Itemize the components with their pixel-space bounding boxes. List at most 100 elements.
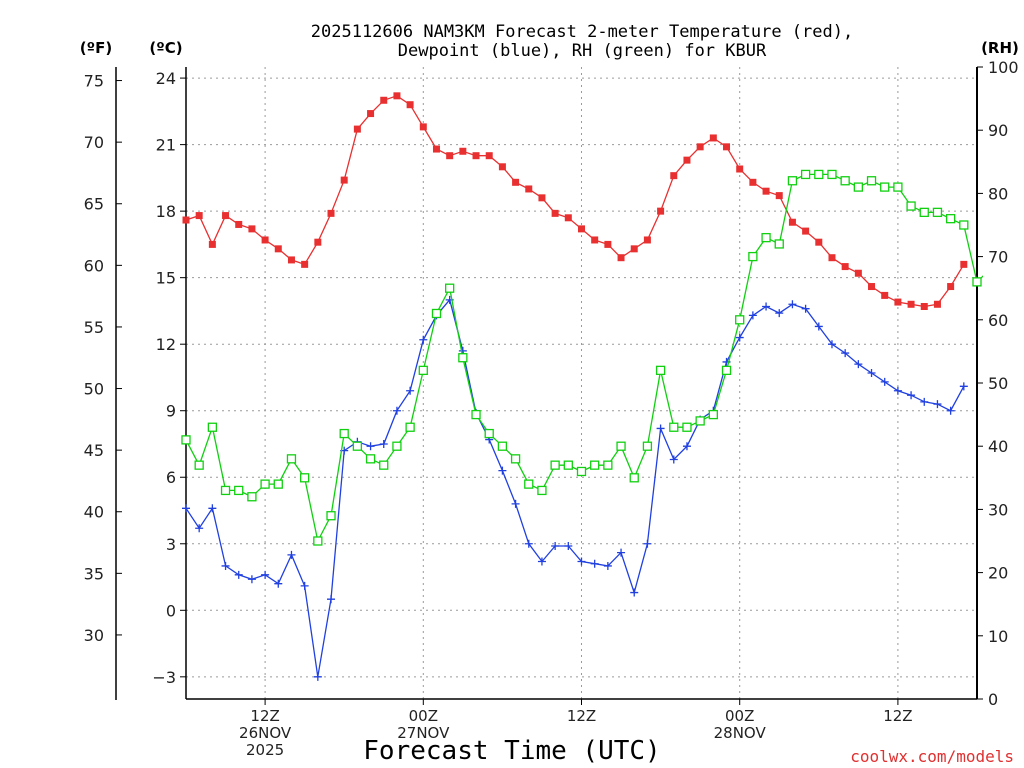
temperature-point xyxy=(248,225,256,233)
dewpoint-point xyxy=(392,406,401,415)
temperature-point xyxy=(828,254,836,262)
celsius-tick-label: 12 xyxy=(156,335,176,354)
temperature-point xyxy=(235,220,243,228)
temperature-point xyxy=(894,298,902,306)
dewpoint-point xyxy=(498,466,507,475)
rh-point xyxy=(787,176,798,186)
dewpoint-point xyxy=(959,382,968,391)
x-tick-label: 12Z xyxy=(567,707,596,725)
rh-tick-label: 70 xyxy=(988,248,1008,267)
rh-point xyxy=(207,422,218,432)
temperature-point xyxy=(485,152,493,160)
dewpoint-point xyxy=(313,672,322,681)
fahrenheit-tick-label: 70 xyxy=(84,133,104,152)
temperature-point xyxy=(683,156,691,164)
rh-point xyxy=(352,441,363,451)
rh-point xyxy=(603,460,613,470)
rh-unit-label: (RH) xyxy=(981,39,1019,57)
temperature-point xyxy=(195,212,203,220)
rh-point xyxy=(695,416,705,426)
celsius-tick-label: 21 xyxy=(156,136,176,155)
chart-title-line1: 2025112606 NAM3KM Forecast 2-meter Tempe… xyxy=(311,22,853,42)
temperature-point xyxy=(736,165,744,173)
temperature-point xyxy=(854,269,862,277)
rh-point xyxy=(563,460,573,470)
rh-tick-label: 90 xyxy=(988,121,1008,140)
dewpoint-point xyxy=(564,541,573,550)
dewpoint-point xyxy=(748,311,757,320)
watermark-text: coolwx.com/models xyxy=(850,747,1014,766)
temperature-point xyxy=(578,225,585,233)
grid-layer xyxy=(186,67,977,699)
dewpoint-point xyxy=(590,559,599,568)
x-tick-label: 00Z xyxy=(725,707,754,725)
rh-point xyxy=(880,182,890,192)
temperature-point xyxy=(446,152,454,160)
fahrenheit-tick-label: 65 xyxy=(84,195,104,214)
fahrenheit-tick-label: 60 xyxy=(84,256,104,275)
dewpoint-point xyxy=(893,386,902,395)
rh-point xyxy=(945,214,956,224)
temperature-point xyxy=(512,178,520,186)
temperature-point xyxy=(208,240,216,248)
temperature-point xyxy=(538,194,546,202)
rh-tick-label: 40 xyxy=(988,437,1008,456)
rh-point xyxy=(708,409,718,420)
dewpoint-point xyxy=(300,581,309,590)
x-tick-label: 12Z xyxy=(883,707,912,725)
dewpoint-point xyxy=(274,579,283,588)
dewpoint-point xyxy=(735,333,744,342)
rh-point xyxy=(629,473,639,483)
temperature-point xyxy=(367,110,375,118)
temperature-point xyxy=(393,92,401,100)
dewpoint-point xyxy=(195,524,204,533)
dewpoint-point xyxy=(867,369,876,378)
rh-point xyxy=(669,422,679,432)
dewpoint-point xyxy=(406,386,415,395)
temperature-point xyxy=(920,302,928,310)
rh-point xyxy=(721,365,732,376)
dewpoint-point xyxy=(577,557,586,566)
rh-point xyxy=(299,473,310,483)
x-tick-label: 28NOV xyxy=(714,724,767,742)
temperature-point xyxy=(564,214,572,222)
rh-tick-label: 30 xyxy=(988,500,1008,519)
dewpoint-point xyxy=(801,304,810,313)
dewpoint-point xyxy=(775,309,784,318)
dewpoint-point xyxy=(366,442,375,451)
dewpoint-point xyxy=(814,322,823,331)
fahrenheit-tick-label: 50 xyxy=(84,380,104,399)
dewpoint-point xyxy=(379,439,388,448)
rh-tick-label: 0 xyxy=(988,690,998,709)
temperature-point xyxy=(709,134,717,142)
dewpoint-point xyxy=(841,349,850,358)
dewpoint-point xyxy=(287,550,296,559)
temperature-point xyxy=(947,283,955,291)
temperature-point xyxy=(617,254,625,262)
temperature-point xyxy=(723,143,731,151)
rh-point xyxy=(761,232,771,243)
rh-point xyxy=(800,169,811,180)
rh-point xyxy=(655,365,666,376)
temperature-point xyxy=(274,245,282,253)
celsius-tick-label: 3 xyxy=(166,535,176,554)
rh-point xyxy=(379,460,389,470)
rh-point xyxy=(814,169,824,180)
rh-point xyxy=(919,207,929,218)
temperature-point xyxy=(881,291,889,299)
rh-point xyxy=(590,460,600,470)
temperature-point xyxy=(432,145,440,153)
dewpoint-point xyxy=(854,360,863,369)
rh-point xyxy=(471,409,481,420)
rh-tick-label: 50 xyxy=(988,374,1008,393)
rh-point xyxy=(893,182,903,192)
dewpoint-point xyxy=(419,335,428,344)
rh-point xyxy=(247,492,257,502)
x-tick-label: 2025 xyxy=(246,741,284,759)
rh-point xyxy=(445,283,455,293)
rh-point xyxy=(682,422,692,432)
rh-point xyxy=(181,435,191,445)
temperature-point xyxy=(459,147,467,155)
dewpoint-point xyxy=(208,504,217,513)
